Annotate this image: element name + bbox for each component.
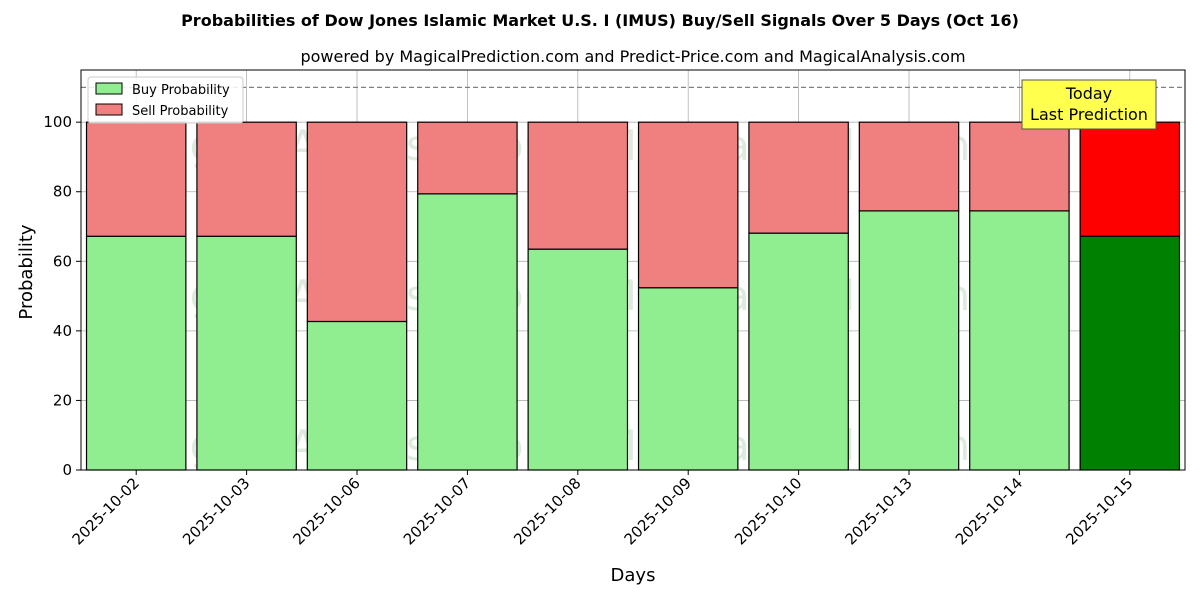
chart-title: Probabilities of Dow Jones Islamic Marke… xyxy=(181,11,1019,30)
bar-buy xyxy=(196,235,297,471)
x-tick-label: 2025-10-06 xyxy=(289,474,363,548)
bar-buy xyxy=(85,235,187,471)
bar-buy xyxy=(637,287,739,471)
legend: Buy Probability Sell Probability xyxy=(87,76,244,124)
plot-frame xyxy=(80,69,1186,471)
bar-sell xyxy=(196,121,297,237)
annotation-line1: Today xyxy=(1065,84,1112,103)
x-tick-label: 2025-10-09 xyxy=(621,474,695,548)
bar-sell xyxy=(417,121,518,195)
annotation-box xyxy=(1021,79,1157,130)
x-tick-label: 2025-10-10 xyxy=(731,474,805,548)
x-tick-label: 2025-10-14 xyxy=(952,474,1026,548)
x-tick-label: 2025-10-13 xyxy=(841,474,915,548)
y-tick-label: 0 xyxy=(62,461,72,479)
x-tick-label: 2025-10-03 xyxy=(179,474,253,548)
bar-sell xyxy=(527,121,629,250)
x-tick-label: 2025-10-07 xyxy=(400,474,474,548)
x-tick-label: 2025-10-15 xyxy=(1062,474,1136,548)
y-tick-label: 100 xyxy=(43,113,72,131)
bar-sell xyxy=(1079,121,1181,237)
bar-buy xyxy=(969,210,1070,471)
annotation-line2: Last Prediction xyxy=(1030,105,1148,124)
bar-sell xyxy=(85,121,187,237)
legend-label-sell: Sell Probability xyxy=(132,104,229,119)
bar-buy xyxy=(527,248,629,471)
x-axis-label: Days xyxy=(611,565,656,586)
legend-swatch-sell xyxy=(95,103,123,116)
bar-sell xyxy=(858,121,960,212)
y-tick-label: 60 xyxy=(53,252,72,270)
bar-buy xyxy=(748,232,849,471)
legend-frame xyxy=(87,76,244,124)
bar-sell xyxy=(306,121,408,323)
bar-sell xyxy=(748,121,849,234)
bar-buy xyxy=(1079,235,1181,471)
x-tick-label: 2025-10-02 xyxy=(69,474,143,548)
bars-layer xyxy=(85,121,1181,471)
y-tick-label: 20 xyxy=(53,391,72,409)
bar-buy xyxy=(306,320,408,471)
legend-swatch-buy xyxy=(95,82,123,95)
y-axis-label: Probability xyxy=(16,224,37,319)
today-annotation: Today Last Prediction xyxy=(1021,79,1157,130)
bar-sell xyxy=(969,121,1070,212)
x-tick-label: 2025-10-08 xyxy=(510,474,584,548)
y-tick-label: 80 xyxy=(53,183,72,201)
bar-buy xyxy=(858,210,960,471)
y-tick-label: 40 xyxy=(53,322,72,340)
chart-subtitle: powered by MagicalPrediction.com and Pre… xyxy=(300,47,965,66)
legend-label-buy: Buy Probability xyxy=(132,83,230,98)
bar-sell xyxy=(637,121,739,289)
bar-buy xyxy=(417,193,518,471)
